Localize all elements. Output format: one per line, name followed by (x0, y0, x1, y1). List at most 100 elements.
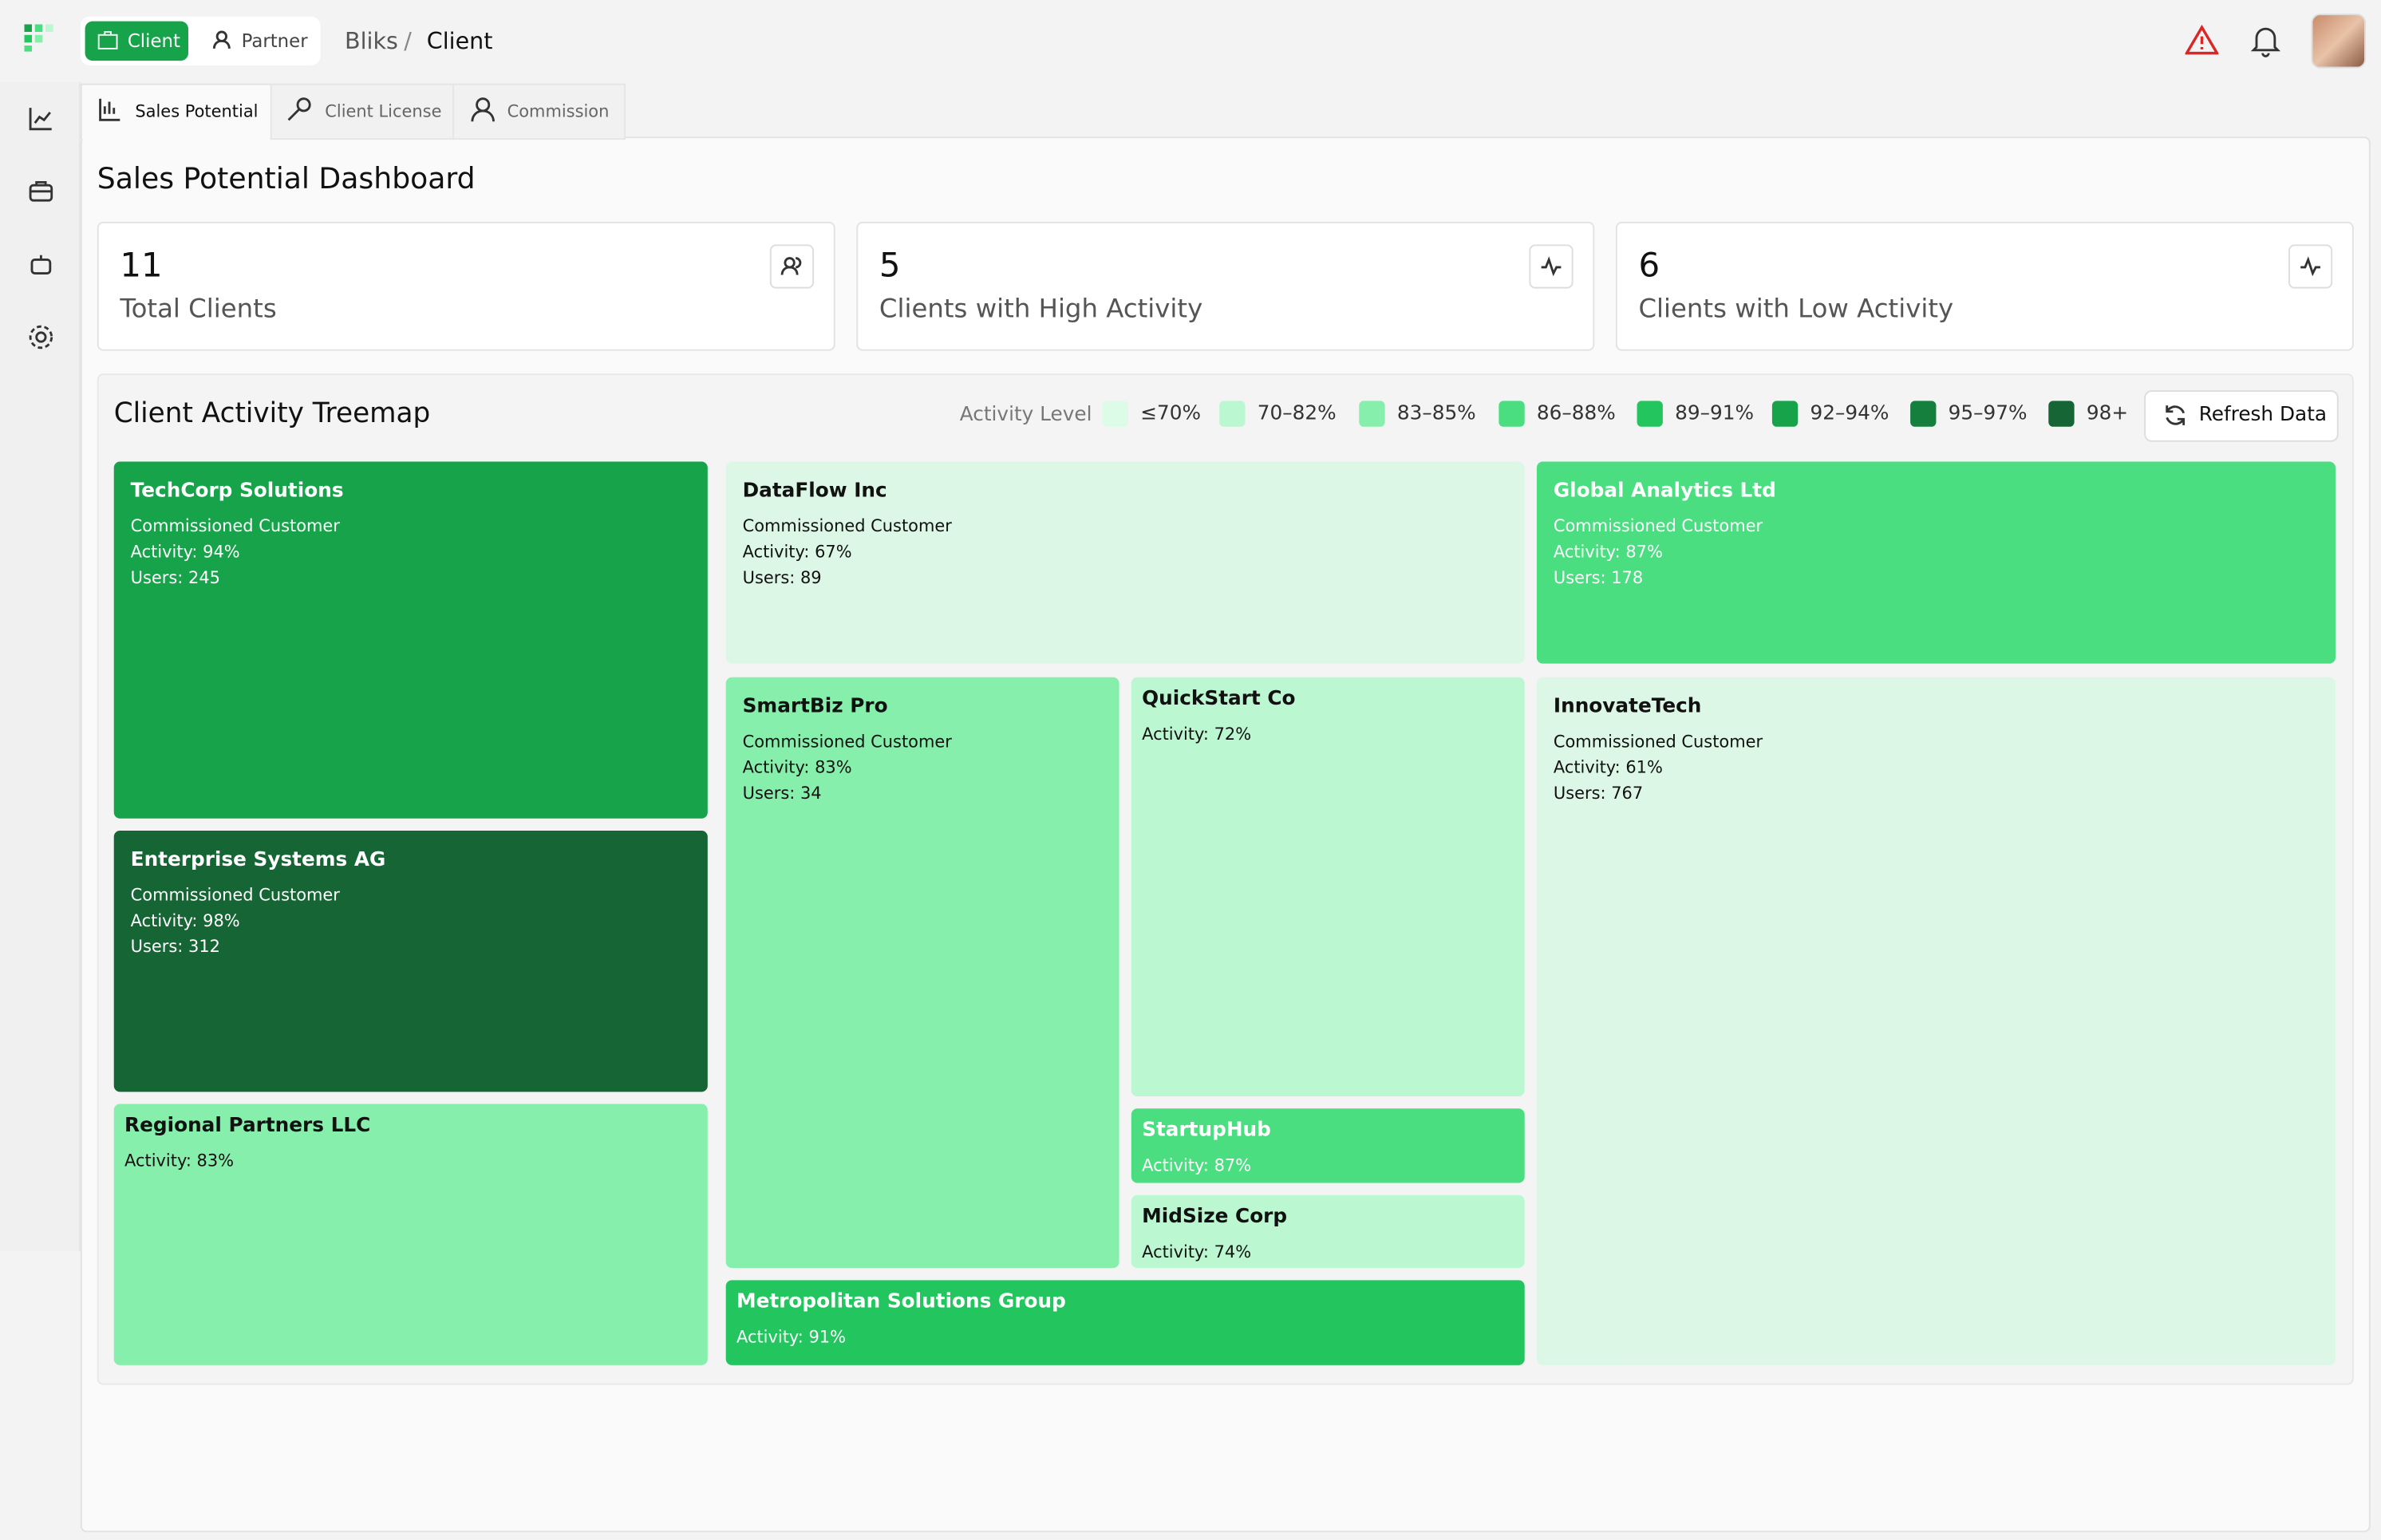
tile-name: Regional Partners LLC (124, 1114, 371, 1138)
subtab-active[interactable]: Sales Potential (80, 83, 274, 140)
breadcrumb-sep: / (404, 27, 412, 55)
legend-label: 89–91% (1675, 402, 1754, 425)
tile-users: Users: 34 (742, 783, 822, 804)
tile-name: TechCorp Solutions (130, 480, 344, 503)
tile-name: StartupHub (1142, 1119, 1271, 1143)
breadcrumb: Client (426, 27, 493, 55)
stat-label: Clients with High Activity (879, 294, 1203, 326)
tile-name: SmartBiz Pro (742, 695, 888, 719)
tile-activity: Activity: 98% (130, 910, 240, 931)
treemap-tile[interactable]: DataFlow Inc Commissioned Customer Activit… (725, 461, 1525, 664)
subtab-label: Client License (325, 101, 442, 122)
treemap-tile[interactable]: Enterprise Systems AG Commissioned Custom… (113, 830, 708, 1092)
legend-title: Activity Level (959, 404, 1092, 427)
nav-icon[interactable] (27, 178, 54, 205)
breadcrumb[interactable]: Bliks (345, 27, 398, 55)
subtab-icon (99, 98, 120, 121)
bell-icon[interactable] (2250, 24, 2281, 57)
stat-icon (769, 244, 815, 289)
treemap-tile[interactable]: TechCorp Solutions Commissioned Customer A… (113, 461, 708, 819)
tile-users: Users: 245 (130, 567, 220, 588)
tile-activity: Activity: 87% (1553, 542, 1663, 563)
treemap-tile[interactable]: InnovateTech Commissioned Customer Activit… (1536, 677, 2336, 1365)
legend-swatch (1359, 401, 1385, 427)
tile-subtitle: Commissioned Customer (130, 885, 340, 906)
tile-subtitle: Commissioned Customer (1553, 732, 1763, 752)
stat-value: 11 (120, 247, 163, 286)
tile-subtitle: Commissioned Customer (742, 732, 952, 752)
legend-label: 98+ (2086, 402, 2129, 425)
stat-label: Clients with Low Activity (1638, 294, 1954, 326)
tile-activity: Activity: 72% (1142, 724, 1252, 744)
stat-value: 6 (1638, 247, 1660, 286)
legend-swatch (1637, 401, 1663, 427)
tile-users: Users: 767 (1553, 783, 1644, 804)
stat-value: 5 (879, 247, 901, 286)
legend-label: 70–82% (1257, 402, 1337, 425)
legend-swatch (1771, 401, 1799, 427)
nav-icon[interactable] (27, 105, 54, 132)
legend-swatch (1102, 401, 1129, 427)
alert-icon[interactable] (2185, 24, 2219, 55)
tile-subtitle: Commissioned Customer (130, 516, 340, 536)
tile-users: Users: 312 (130, 937, 220, 957)
stat-icon (1529, 244, 1574, 289)
nav-icon[interactable] (27, 251, 54, 278)
logo (24, 24, 53, 52)
tile-users: Users: 178 (1553, 567, 1644, 588)
button-label: Refresh Data (2198, 404, 2328, 427)
tile-name: QuickStart Co (1142, 688, 1296, 711)
treemap-tile[interactable]: StartupHub Activity: 87% (1131, 1108, 1525, 1183)
sidebar (0, 81, 81, 1252)
stat-icon (2288, 244, 2333, 289)
tile-subtitle: Commissioned Customer (742, 516, 952, 536)
tab-icon (97, 31, 118, 49)
stat-label: Total Clients (120, 294, 277, 326)
stat-card: 6 Clients with Low Activity (1615, 221, 2354, 351)
treemap-tile[interactable]: QuickStart Co Activity: 72% (1131, 677, 1525, 1097)
tile-activity: Activity: 83% (742, 757, 852, 778)
treemap-tile[interactable]: SmartBiz Pro Commissioned Customer Activit… (725, 677, 1119, 1269)
tile-activity: Activity: 94% (130, 542, 240, 563)
subtab-label: Commission (507, 101, 610, 122)
subtab-icon (287, 97, 311, 121)
subtab-icon (471, 97, 495, 122)
subtab-label: Sales Potential (135, 101, 259, 122)
tile-users: Users: 89 (742, 567, 822, 588)
stat-card: 11 Total Clients (97, 221, 835, 351)
tab-label: Client (127, 30, 180, 52)
treemap-tile[interactable]: Global Analytics Ltd Commissioned Custome… (1536, 461, 2336, 664)
tile-activity: Activity: 83% (124, 1151, 235, 1171)
tile-name: Metropolitan Solutions Group (736, 1290, 1066, 1314)
tile-name: InnovateTech (1553, 695, 1702, 719)
treemap-tile[interactable]: MidSize Corp Activity: 74% (1131, 1194, 1525, 1269)
legend-label: 95–97% (1948, 402, 2028, 425)
refresh-button[interactable]: Refresh Data (2144, 390, 2339, 442)
tile-name: DataFlow Inc (742, 480, 887, 503)
tile-name: MidSize Corp (1142, 1206, 1288, 1229)
avatar[interactable] (2311, 14, 2367, 69)
tile-subtitle: Commissioned Customer (1553, 516, 1763, 536)
legend-swatch (1498, 401, 1525, 427)
tile-activity: Activity: 61% (1553, 757, 1663, 778)
tile-activity: Activity: 74% (1142, 1242, 1252, 1262)
partner-tab[interactable]: Partner (241, 30, 308, 52)
tile-activity: Activity: 91% (736, 1327, 847, 1348)
legend-label: 86–88% (1536, 402, 1616, 425)
legend-swatch (2048, 401, 2075, 427)
legend-swatch (1219, 401, 1246, 427)
subtab[interactable]: Client License (270, 83, 456, 140)
client-tab[interactable]: Client (85, 21, 188, 61)
tab-icon (212, 30, 231, 49)
nav-icon[interactable] (27, 323, 54, 350)
legend-label: 92–94% (1810, 402, 1889, 425)
refresh-icon (2166, 405, 2186, 425)
tile-name: Global Analytics Ltd (1553, 480, 1776, 503)
stat-card: 5 Clients with High Activity (856, 221, 1595, 351)
treemap-tile[interactable]: Metropolitan Solutions Group Activity: 91… (725, 1280, 1525, 1365)
treemap-tile[interactable]: Regional Partners LLC Activity: 83% (113, 1104, 708, 1365)
tile-activity: Activity: 67% (742, 542, 852, 563)
tile-activity: Activity: 87% (1142, 1155, 1252, 1175)
